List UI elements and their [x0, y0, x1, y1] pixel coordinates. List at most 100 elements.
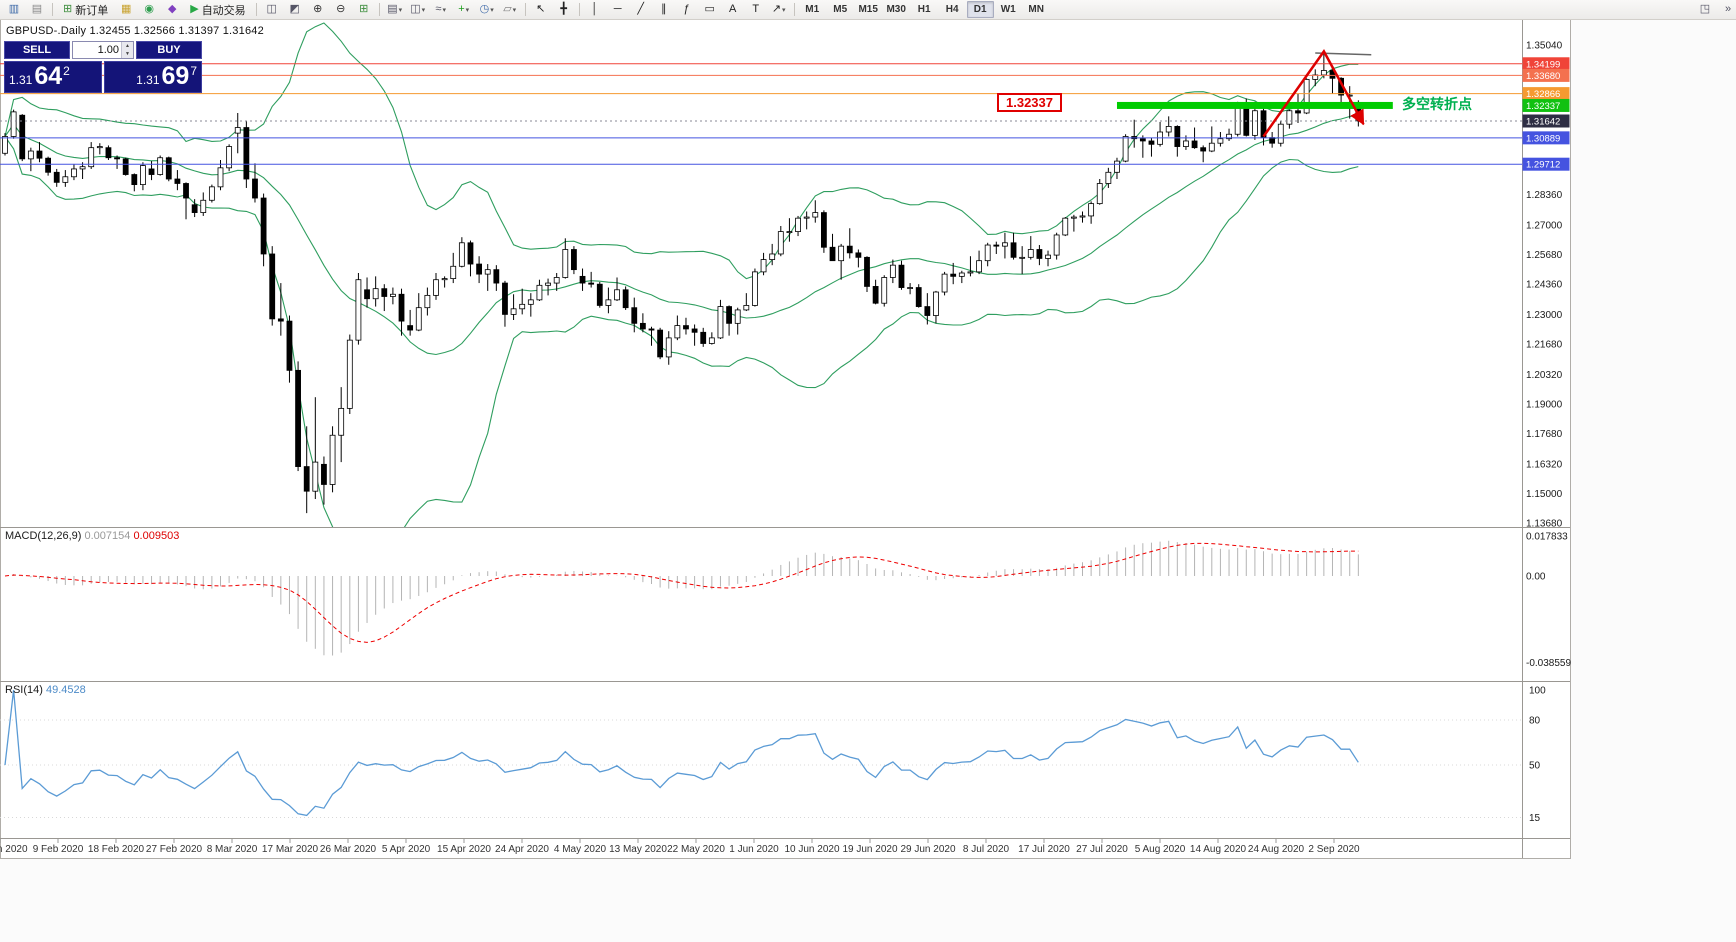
vertical-line-icon[interactable]: │: [584, 1, 606, 19]
timeframe-h4-button[interactable]: H4: [945, 4, 959, 15]
dropdown-caret-icon[interactable]: ▾: [782, 6, 786, 14]
new-order-button[interactable]: ⊞ 新订单: [57, 1, 114, 19]
svg-text:1.32866: 1.32866: [1526, 89, 1560, 100]
svg-text:1.23000: 1.23000: [1526, 310, 1563, 321]
cursor-icon[interactable]: ↖: [530, 1, 552, 19]
macd-indicator-label: MACD(12,26,9) 0.007154 0.009503: [5, 530, 179, 542]
auto-trading-button[interactable]: ▶ 自动交易: [184, 1, 251, 19]
buy-button[interactable]: BUY: [136, 41, 202, 59]
macd-name: MACD(12,26,9): [5, 530, 82, 542]
channel-icon[interactable]: ∥: [653, 1, 675, 19]
crosshair-icon[interactable]: ╋: [553, 1, 575, 19]
dropdown-caret-icon[interactable]: ▾: [490, 6, 494, 14]
navigator-icon[interactable]: ◆: [161, 1, 183, 19]
timeframe-m1-button[interactable]: M1: [805, 4, 820, 15]
svg-text:1.16320: 1.16320: [1526, 459, 1563, 470]
buy-price-sup: 7: [190, 64, 197, 78]
price-level-annotation[interactable]: 1.32337: [997, 93, 1062, 112]
timeframe-h1-button[interactable]: H1: [917, 4, 931, 15]
svg-text:1.34199: 1.34199: [1526, 59, 1560, 70]
text-icon[interactable]: A: [722, 1, 744, 19]
tile-windows-icon: ⊞: [359, 3, 369, 15]
svg-text:5 Aug 2020: 5 Aug 2020: [1135, 844, 1186, 855]
cursor-icon: ↖: [536, 3, 546, 15]
dropdown-caret-icon[interactable]: ▾: [465, 6, 470, 14]
data-window-icon[interactable]: ◉: [138, 1, 160, 19]
svg-text:5 Apr 2020: 5 Apr 2020: [382, 844, 431, 855]
template-icon[interactable]: ▱ ▾: [499, 1, 521, 19]
sell-button[interactable]: SELL: [4, 41, 70, 59]
zoom-out-icon[interactable]: ⊖: [330, 1, 352, 19]
object-list-icon[interactable]: ◩: [284, 1, 306, 19]
dropdown-caret-icon[interactable]: ▾: [421, 6, 426, 14]
chart-window-frame: [0, 19, 1571, 859]
svg-text:1.15000: 1.15000: [1526, 489, 1563, 500]
dropdown-caret-icon[interactable]: ▾: [398, 6, 403, 14]
volume-spinner[interactable]: 1.00 ▲ ▼: [72, 41, 134, 59]
toolbar: ▥ ▤ ⊞ 新订单 ▦ ◉ ◆ ▶ 自动交易 ◫ ◩ ⊕ ⊖ ⊞ ▤ ▾ ◫ ▾ ≈ ▾ + ▾ ◷ ▾ ▱ ▾ ↖ ╋ │ ─ ╱ ∥ ƒ ▭ A…: [0, 0, 1736, 20]
timeframe-d1-button[interactable]: D1: [966, 1, 994, 18]
volume-up-icon[interactable]: ▲: [122, 42, 133, 50]
toolbar-overflow-icon[interactable]: »: [1717, 1, 1736, 19]
support-line-annotation: [1116, 101, 1393, 109]
dock-window-icon[interactable]: ◳: [1694, 1, 1716, 19]
shapes-icon[interactable]: ▭: [699, 1, 721, 19]
dropdown-caret-icon[interactable]: ▾: [442, 6, 446, 14]
svg-text:15 Apr 2020: 15 Apr 2020: [437, 844, 491, 855]
tile-windows-icon[interactable]: ⊞: [353, 1, 375, 19]
toolbar-separator: [378, 3, 380, 16]
volume-value[interactable]: 1.00: [97, 44, 119, 56]
template-icon: ▱: [503, 3, 512, 15]
toolbar-separator: [524, 3, 526, 16]
time-axis[interactable]: [0, 839, 1522, 858]
add-indicator-icon[interactable]: + ▾: [453, 1, 475, 19]
horizontal-line-icon[interactable]: ─: [607, 1, 629, 19]
bar-chart-type-icon[interactable]: ▤ ▾: [384, 1, 406, 19]
toolbar-separator: [578, 3, 580, 16]
svg-text:2 Sep 2020: 2 Sep 2020: [1308, 844, 1360, 855]
volume-spinner-arrows[interactable]: ▲ ▼: [121, 42, 133, 58]
timeframe-m30-button[interactable]: M30: [886, 4, 906, 15]
timeframe-m5-button[interactable]: M5: [833, 4, 848, 15]
bollinger-bands: [4, 22, 1359, 527]
fibonacci-icon[interactable]: ƒ: [676, 1, 698, 19]
arrows-tool-icon[interactable]: ↗ ▾: [768, 1, 790, 19]
timeframe-m15-button[interactable]: M15: [858, 4, 878, 15]
toolbar-separator: [255, 3, 257, 16]
svg-text:10 Jun 2020: 10 Jun 2020: [784, 844, 839, 855]
candle-chart-type-icon[interactable]: ◫ ▾: [407, 1, 429, 19]
label-icon[interactable]: T: [745, 1, 767, 19]
new-chart-icon[interactable]: ▥: [3, 1, 25, 19]
zoom-in-icon[interactable]: ⊕: [307, 1, 329, 19]
sell-price[interactable]: 1.31 64 2: [4, 61, 102, 93]
toolbar-separator: [52, 3, 53, 16]
line-chart-type-icon[interactable]: ≈ ▾: [430, 1, 452, 19]
period-icon[interactable]: ◷ ▾: [476, 1, 498, 19]
timeframe-mn-button[interactable]: MN: [1028, 4, 1044, 15]
svg-text:4 May 2020: 4 May 2020: [554, 844, 607, 855]
vertical-line-icon: │: [591, 3, 599, 15]
one-click-trading-panel: SELL 1.00 ▲ ▼ BUY 1.31 64 2 1.31 69 7: [4, 41, 202, 93]
price-axis[interactable]: [1522, 19, 1570, 858]
macd-signal-value: 0.009503: [133, 530, 180, 542]
turning-point-annotation[interactable]: 多空转折点: [1402, 96, 1472, 112]
trendline-icon[interactable]: ╱: [630, 1, 652, 19]
price-axis-labels: 1.35040 1.28360 1.27000 1.25680 1.24360 1.230…: [1522, 40, 1570, 529]
buy-price[interactable]: 1.31 69 7: [104, 61, 202, 93]
svg-text:26 Mar 2020: 26 Mar 2020: [320, 844, 377, 855]
dropdown-caret-icon[interactable]: ▾: [512, 6, 517, 14]
auto-trading-icon: ▶: [190, 3, 199, 15]
volume-down-icon[interactable]: ▼: [122, 50, 133, 58]
rsi-value: 49.4528: [45, 684, 86, 696]
horizontal-levels: [0, 63, 1522, 165]
indicator-window-icon[interactable]: ◫: [261, 1, 283, 19]
text-icon: A: [729, 3, 737, 15]
macd-main-value: 0.007154: [84, 530, 131, 542]
market-watch-icon[interactable]: ▦: [115, 1, 137, 19]
rsi-panel: [0, 689, 1522, 818]
profiles-icon[interactable]: ▤: [26, 1, 48, 19]
svg-text:8 Jul 2020: 8 Jul 2020: [963, 844, 1010, 855]
timeframe-w1-button[interactable]: W1: [1000, 4, 1016, 15]
label-icon: T: [752, 3, 760, 15]
